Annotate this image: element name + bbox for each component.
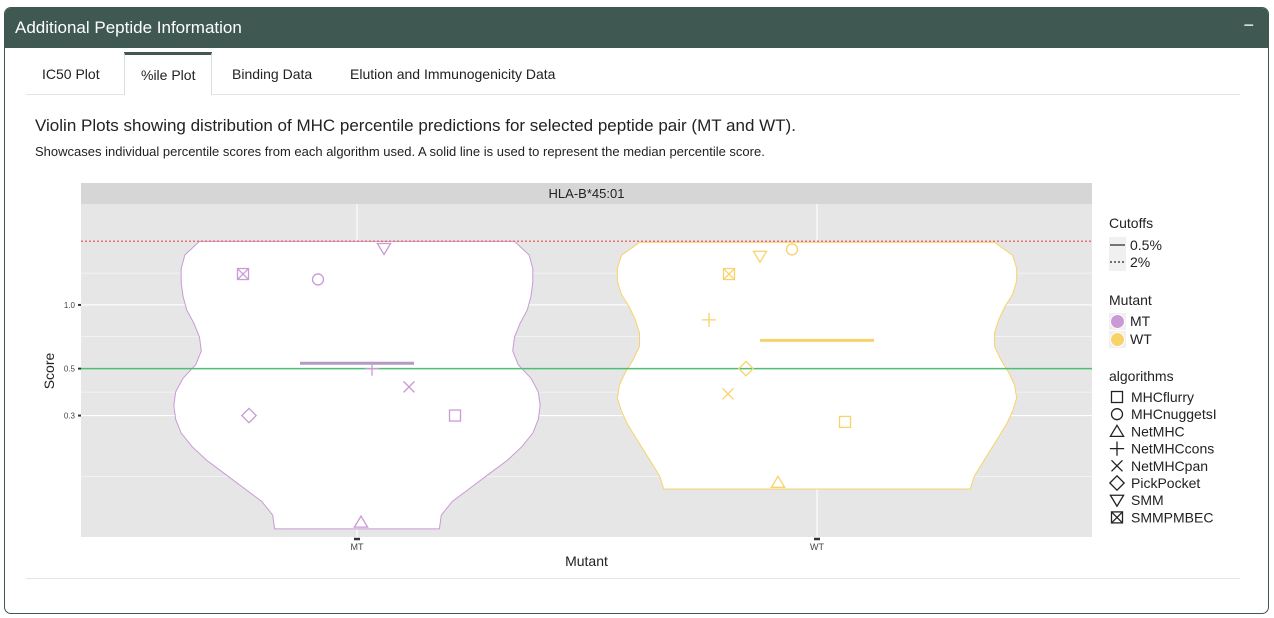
legend-algorithm-label: MHCnuggetsI [1131, 406, 1217, 422]
panel-header[interactable]: Additional Peptide Information − [5, 8, 1268, 48]
tab-percentile-plot[interactable]: %ile Plot [124, 52, 213, 95]
legend-algorithms-title: algorithms [1109, 368, 1174, 384]
point-wt-netmhc [770, 475, 786, 488]
tab-binding-data[interactable]: Binding Data [232, 66, 313, 82]
point-wt-netmhccons [701, 312, 717, 328]
point-mt-smmpmbec [236, 267, 250, 281]
facet-strip [81, 183, 1092, 204]
y-axis-label: Score [41, 353, 57, 390]
collapse-icon[interactable]: − [1243, 15, 1254, 35]
point-mt-netmhcpan [403, 380, 415, 393]
point-wt-netmhcpan [722, 387, 734, 400]
legend-algorithm-label: PickPocket [1131, 475, 1200, 491]
legend-mutant-swatch [1110, 332, 1125, 347]
legend-algorithm-key [1110, 390, 1124, 404]
legend-mutant-label: WT [1130, 331, 1152, 347]
legend-cutoff-label: 2% [1130, 254, 1150, 270]
x-tick-label: WT [810, 542, 824, 552]
point-wt-mhcnuggetsi [785, 243, 799, 256]
point-mt-mhcnuggetsi [311, 273, 325, 286]
plot-title: Violin Plots showing distribution of MHC… [35, 116, 796, 135]
legend-mutant-swatch [1110, 314, 1125, 329]
point-wt-smmpmbec [722, 267, 736, 281]
panel-title: Additional Peptide Information [15, 18, 242, 37]
point-wt-smm [752, 250, 768, 264]
legend-algorithm-label: NetMHCcons [1131, 441, 1214, 457]
legend-algorithm-label: MHCflurry [1131, 389, 1194, 405]
y-tick-label: 1.0 [64, 301, 76, 310]
legend-algorithm-key [1109, 424, 1125, 438]
x-axis-label: Mutant [565, 553, 608, 569]
legend-mutant-label: MT [1130, 313, 1151, 329]
tab-bar: IC50 Plot %ile Plot Binding Data Elution… [26, 52, 1240, 95]
point-mt-smm [376, 242, 392, 256]
y-tick-label: 0.5 [64, 365, 76, 374]
point-mt-netmhc [353, 514, 369, 528]
legend-algorithm-key [1109, 494, 1125, 508]
point-wt-mhcflurry [838, 415, 852, 429]
legend-algorithm-label: SMM [1131, 492, 1164, 508]
panel-footer-divider [26, 578, 1240, 579]
legend-algorithm-label: NetMHCpan [1131, 458, 1208, 474]
violin-mt [173, 240, 541, 530]
legend-algorithm-key [1110, 511, 1124, 524]
plot-subtitle: Showcases individual percentile scores f… [35, 144, 765, 159]
legend-algorithm-key [1109, 441, 1125, 456]
tab-ic50-plot[interactable]: IC50 Plot [42, 66, 100, 82]
tab-elution-immunogenicity-data[interactable]: Elution and Immunogenicity Data [350, 66, 556, 82]
legend-algorithm-key [1111, 459, 1123, 472]
point-mt-pickpocket [240, 407, 258, 424]
x-tick-label: MT [351, 542, 364, 552]
point-mt-netmhccons [364, 361, 380, 376]
point-mt-mhcflurry [448, 409, 462, 422]
y-tick-label: 0.3 [64, 412, 76, 421]
legend-cutoff-label: 0.5% [1130, 237, 1162, 253]
facet-strip-label: HLA-B*45:01 [549, 186, 625, 201]
legend-algorithm-key [1110, 408, 1124, 421]
legend-algorithm-label: SMMPMBEC [1131, 509, 1213, 525]
legend-mutant-title: Mutant [1109, 292, 1152, 308]
legend-algorithm-label: NetMHC [1131, 423, 1185, 439]
legend-cutoffs-title: Cutoffs [1109, 215, 1153, 231]
legend-key-bg [1109, 254, 1126, 271]
legend-algorithm-key [1108, 474, 1126, 492]
violin-wt [616, 241, 1018, 490]
point-wt-pickpocket [737, 360, 755, 377]
